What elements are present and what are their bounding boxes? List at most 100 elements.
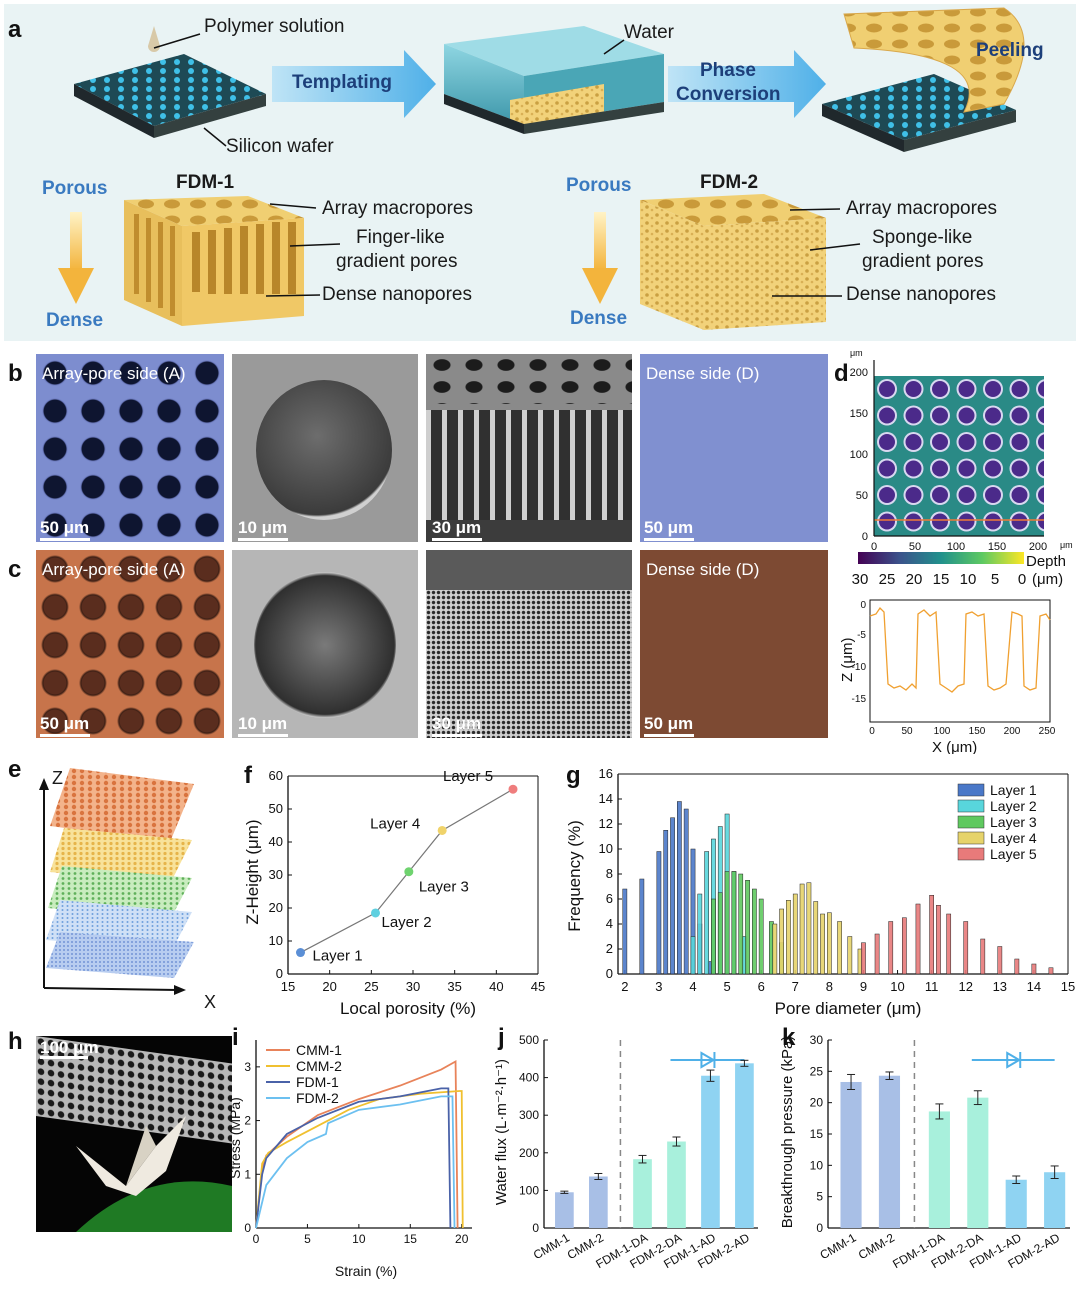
label-water: Water bbox=[624, 22, 674, 43]
i-series-line bbox=[255, 1095, 456, 1229]
y-tick-label: 8 bbox=[606, 866, 613, 881]
g-bar bbox=[820, 913, 825, 975]
b-dense-side-image bbox=[640, 354, 828, 542]
d-cb-tick: 5 bbox=[991, 571, 999, 588]
bar bbox=[1005, 1179, 1027, 1228]
leaf bbox=[76, 1181, 232, 1232]
d-prof-xtick: 0 bbox=[869, 726, 875, 737]
x-tick-label: 10 bbox=[890, 979, 904, 994]
x-tick-label: 2 bbox=[621, 979, 628, 994]
paper-crane bbox=[76, 1116, 186, 1196]
d-map-xtick: 100 bbox=[947, 541, 965, 553]
g-bar bbox=[946, 913, 952, 975]
f-point bbox=[296, 948, 305, 958]
d-cb-tick: 25 bbox=[879, 571, 896, 588]
peeled-membrane bbox=[843, 7, 1025, 113]
panel-label-a: a bbox=[8, 16, 22, 43]
d-map-xtick: 0 bbox=[871, 541, 877, 553]
g-bar bbox=[677, 801, 682, 975]
c-scale-3: 30 μm bbox=[432, 714, 482, 733]
g-bar bbox=[1014, 958, 1020, 975]
b-dense-side-label: Dense side (D) bbox=[646, 364, 760, 383]
y-tick-label: 25 bbox=[810, 1064, 824, 1078]
d-map-xticks: 0 50 100 150 200 bbox=[871, 541, 1047, 553]
i-legend-label: FDM-2 bbox=[296, 1090, 339, 1106]
g-bar bbox=[963, 921, 969, 975]
j-ylabel: Water flux (L·m⁻²·h⁻¹) bbox=[493, 1059, 510, 1205]
g-bar bbox=[697, 893, 703, 975]
g-bar bbox=[639, 878, 645, 975]
c-scale-1: 50 μm bbox=[40, 714, 90, 733]
x-tick-label: 5 bbox=[304, 1232, 311, 1246]
y-tick-label: 100 bbox=[519, 1183, 539, 1197]
d-unit-right: μm bbox=[1060, 540, 1073, 550]
x-tick-label: 13 bbox=[993, 979, 1007, 994]
g-bar bbox=[799, 883, 805, 975]
h-scale: 100 μm bbox=[40, 1038, 99, 1057]
g-bar bbox=[929, 895, 934, 975]
f-axes: 15 20 25 30 35 40 45 0 10 20 30 40 50 60 bbox=[269, 768, 546, 994]
g-bar bbox=[690, 936, 696, 975]
y-tick-label: 500 bbox=[519, 1033, 539, 1047]
y-tick-label: 16 bbox=[599, 766, 613, 781]
x-tick-label: 30 bbox=[406, 979, 420, 994]
i-legend-label: FDM-1 bbox=[296, 1074, 339, 1090]
g-legend-swatch bbox=[957, 831, 985, 845]
panel-label-c: c bbox=[8, 556, 22, 583]
label-finger-like: Finger-like bbox=[356, 227, 445, 248]
finger-pores bbox=[134, 214, 175, 316]
d-map-xtick: 200 bbox=[1029, 541, 1047, 553]
f-marks: Layer 1 Layer 2 Layer 3 Layer 4 Layer 5 bbox=[296, 768, 518, 965]
x-tick-label: 15 bbox=[404, 1232, 418, 1246]
b-scale-2: 10 μm bbox=[238, 518, 288, 537]
panel-label-f: f bbox=[244, 762, 252, 789]
y-tick-label: 10 bbox=[599, 841, 613, 856]
f-point bbox=[371, 908, 380, 918]
h-scale-line bbox=[40, 1056, 88, 1059]
d-map-xtick: 50 bbox=[909, 541, 921, 553]
k-marks: CMM-1CMM-2FDM-1-DAFDM-2-DAFDM-1-ADFDM-2-… bbox=[817, 1051, 1066, 1271]
label-porous-1: Porous bbox=[42, 178, 108, 199]
g-bar bbox=[888, 921, 894, 975]
g-marks bbox=[622, 801, 1054, 975]
b-pore-image bbox=[232, 354, 418, 542]
g-bar bbox=[745, 880, 750, 975]
b-scale-4: 50 μm bbox=[644, 518, 694, 537]
g-legend-swatch bbox=[957, 847, 985, 861]
g-bar bbox=[772, 923, 778, 975]
d-cb-tick: 15 bbox=[933, 571, 950, 588]
x-tick-label: 11 bbox=[925, 979, 939, 994]
x-tick-label: 7 bbox=[792, 979, 799, 994]
panel-label-k: k bbox=[782, 1024, 796, 1051]
c-dense-side-label: Dense side (D) bbox=[646, 560, 760, 579]
y-tick-label: 30 bbox=[269, 867, 283, 882]
x-tick-label: 0 bbox=[253, 1232, 260, 1246]
layer-5 bbox=[50, 768, 194, 842]
i-series-line bbox=[255, 1059, 459, 1229]
y-tick-label: 300 bbox=[519, 1108, 539, 1122]
panel-label-e: e bbox=[8, 756, 22, 783]
chart-k: 0 5 10 15 20 25 30 CMM-1CMM-2FDM-1-DAFDM-2-DAF… bbox=[779, 1033, 1070, 1271]
g-xlabel: Pore diameter (μm) bbox=[775, 999, 922, 1018]
g-legend-swatch bbox=[957, 799, 985, 813]
g-bar bbox=[656, 851, 662, 975]
i-ylabel: Stress (MPa) bbox=[227, 1097, 243, 1179]
d-prof-ytick: -15 bbox=[852, 694, 867, 705]
d-prof-ytick: -5 bbox=[857, 630, 866, 641]
c-scale-4: 50 μm bbox=[644, 714, 694, 733]
e-axis-x: X bbox=[204, 992, 217, 1012]
bar bbox=[1044, 1172, 1066, 1228]
label-conversion: Conversion bbox=[676, 84, 781, 105]
f-ylabel: Z-Height (μm) bbox=[243, 819, 262, 924]
templating-arrow bbox=[272, 50, 436, 118]
x-tick-label: 4 bbox=[689, 979, 696, 994]
panel-label-j: j bbox=[498, 1024, 505, 1051]
d-cb-tick: 0 bbox=[1018, 571, 1026, 588]
bar bbox=[667, 1141, 686, 1228]
f-point-label: Layer 2 bbox=[382, 914, 432, 931]
f-point bbox=[437, 825, 447, 835]
i-legend-label: CMM-1 bbox=[296, 1042, 342, 1058]
label-dense-nanopores-1: Dense nanopores bbox=[322, 284, 472, 305]
